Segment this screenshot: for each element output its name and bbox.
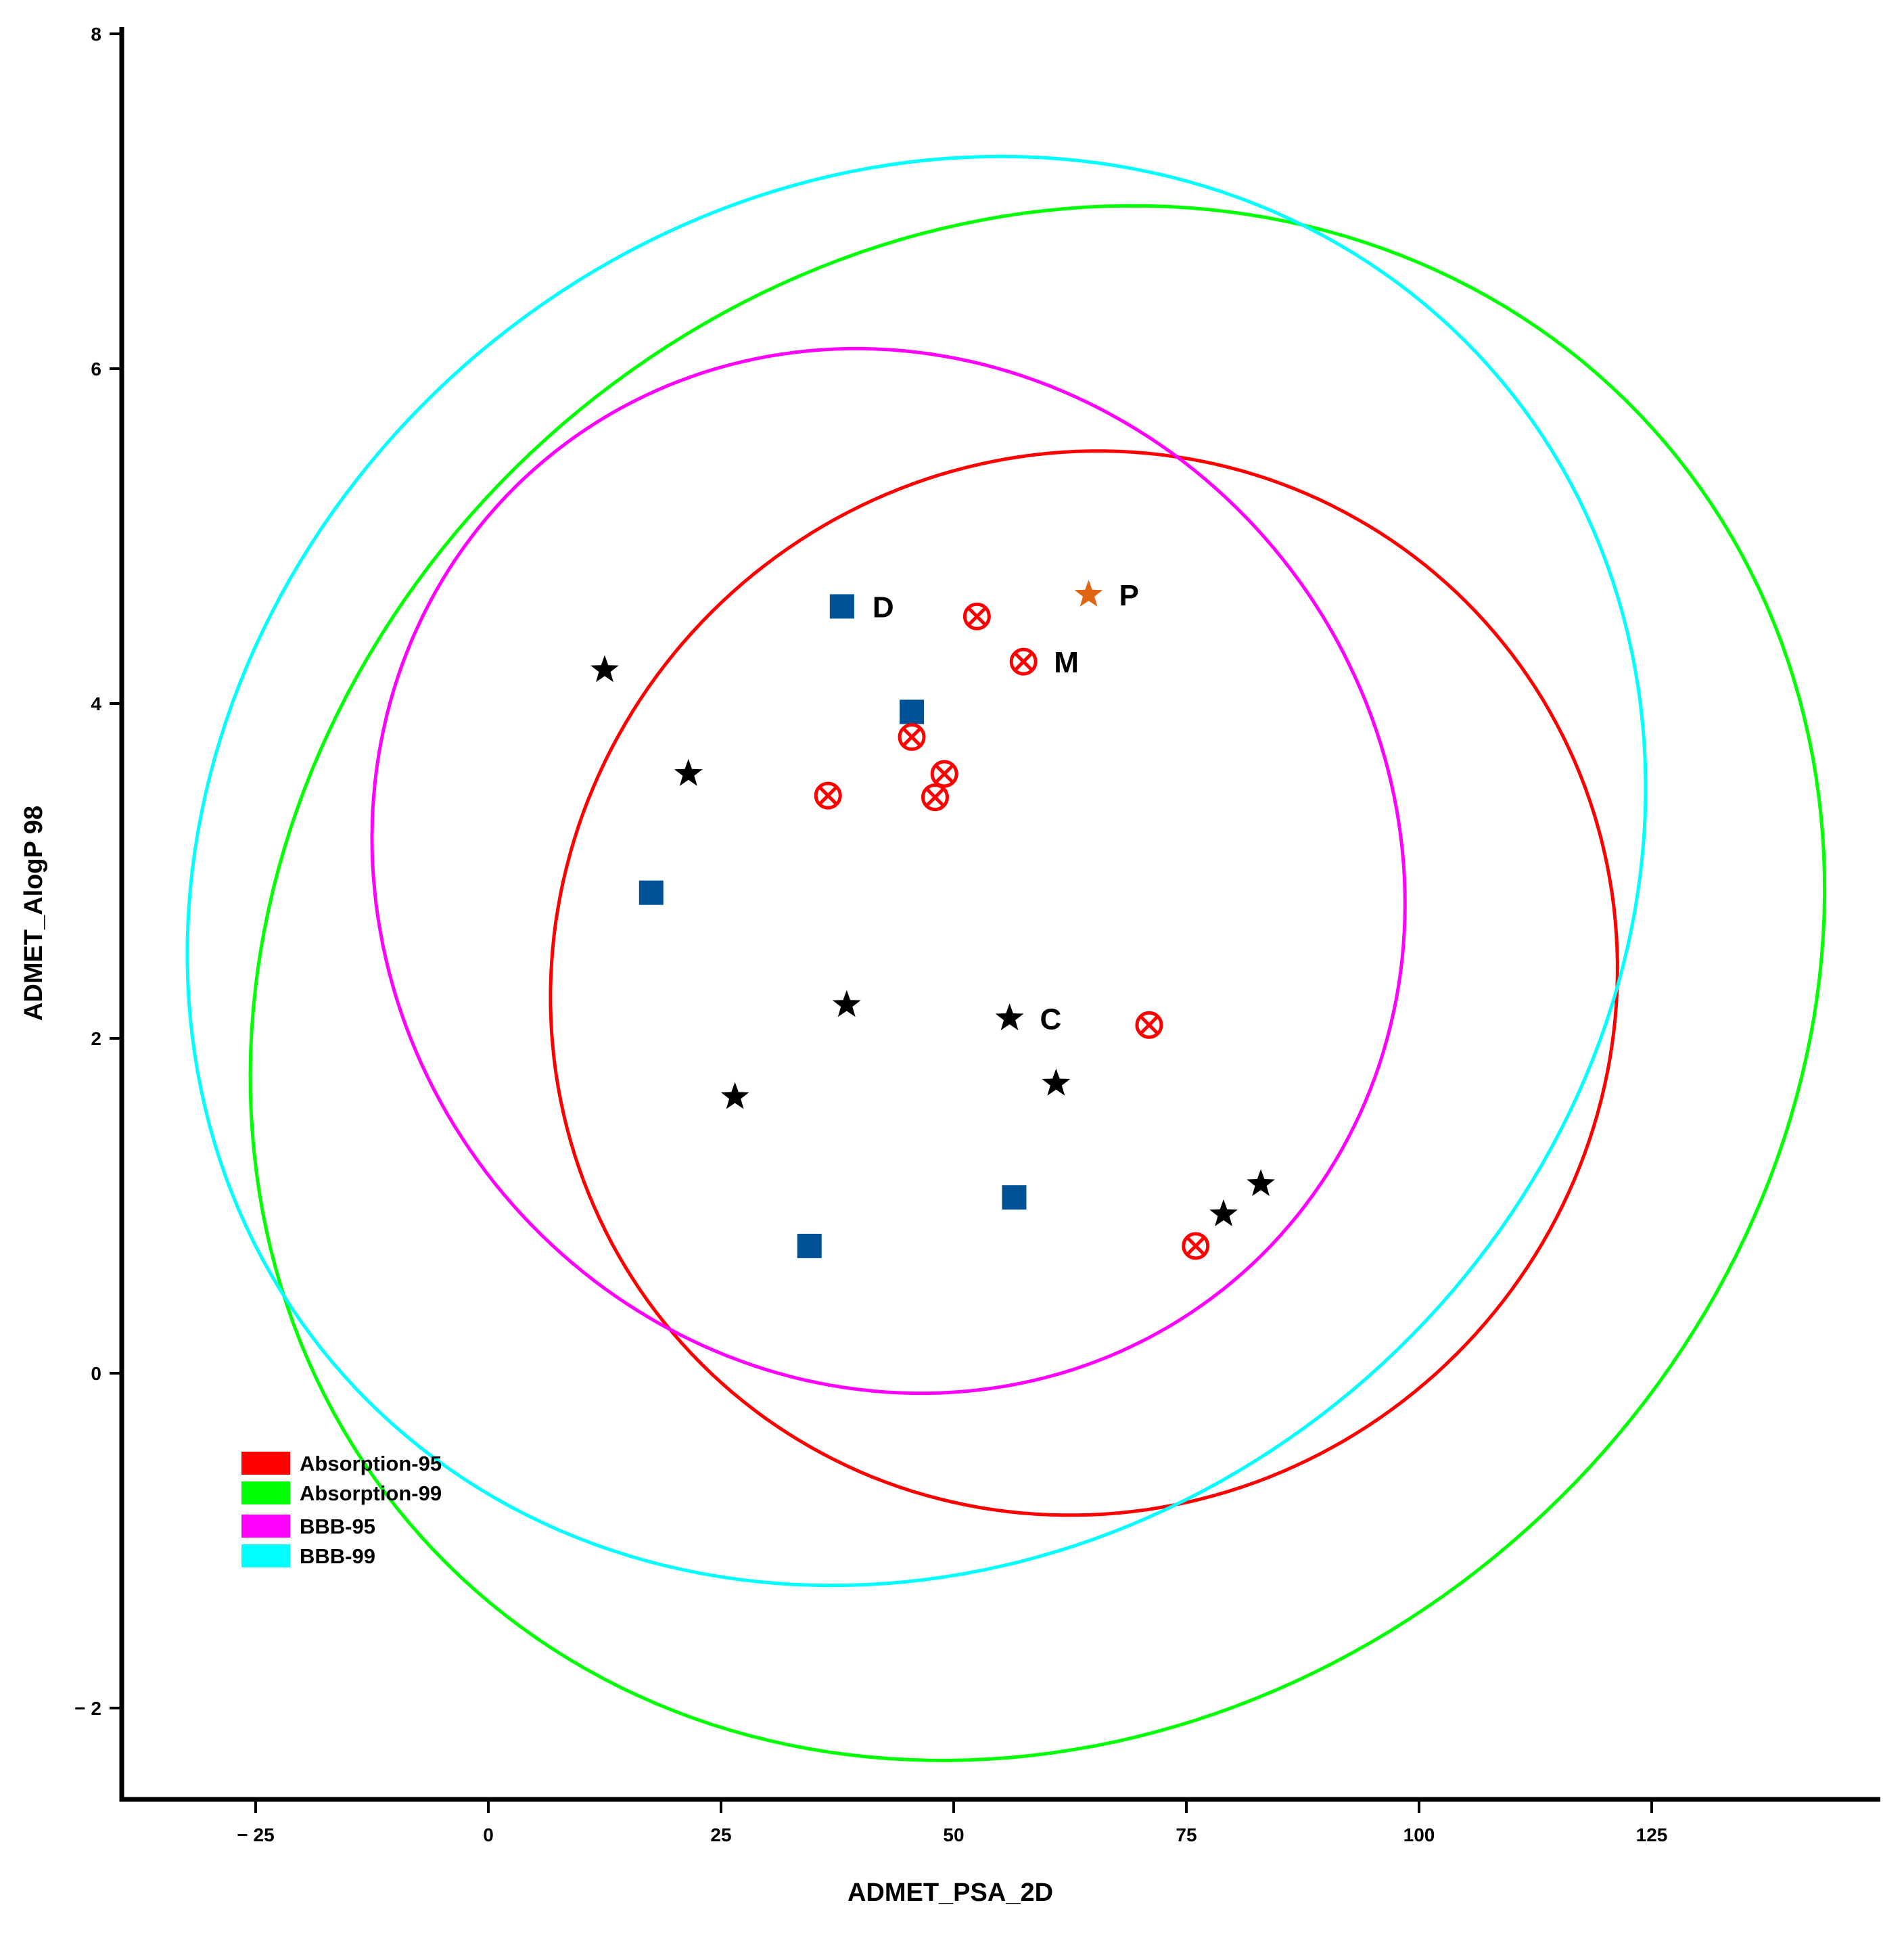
legend-label-absorption-99: Absorption-99 xyxy=(300,1481,442,1505)
y-axis-title: ADMET_AlogP 98 xyxy=(20,806,48,1021)
square-point xyxy=(1002,1185,1027,1210)
data-markers: C D M P xyxy=(590,579,1275,1260)
y-tick-label: − 2 xyxy=(74,1698,101,1719)
point-label-p: P xyxy=(1119,579,1139,612)
crossed-circle-point xyxy=(1135,1011,1163,1039)
y-tick-label: 8 xyxy=(91,24,101,45)
x-axis-title: ADMET_PSA_2D xyxy=(847,1879,1053,1907)
y-tick-label: 2 xyxy=(91,1028,101,1049)
crossed-circle-point xyxy=(814,781,842,810)
crossed-circle-point xyxy=(1009,647,1038,676)
star-point xyxy=(995,1003,1024,1031)
legend-swatch-absorption-95 xyxy=(241,1452,290,1475)
legend-label-bbb-95: BBB-95 xyxy=(300,1515,375,1538)
x-tick-label: 125 xyxy=(1636,1824,1668,1845)
star-point xyxy=(674,758,703,786)
star-point xyxy=(832,990,861,1017)
y-tick-label: 6 xyxy=(91,359,101,379)
x-tick-label: 50 xyxy=(943,1824,964,1845)
legend-swatch-bbb-95 xyxy=(241,1515,290,1538)
y-tick-label: 4 xyxy=(91,693,101,714)
ellipse-bbb-99 xyxy=(185,154,1648,1588)
star-point xyxy=(1209,1199,1238,1226)
y-ticks: − 2 0 2 4 6 8 xyxy=(74,24,122,1719)
point-label-m: M xyxy=(1054,646,1079,679)
y-tick-label: 0 xyxy=(91,1363,101,1384)
x-ticks: − 25 0 25 50 75 100 125 xyxy=(237,1799,1667,1845)
ellipse-bbb-95 xyxy=(370,346,1407,1396)
legend-swatch-absorption-99 xyxy=(241,1481,290,1504)
ellipse-absorption-95 xyxy=(549,449,1619,1517)
square-point xyxy=(900,699,925,724)
x-tick-label: 25 xyxy=(710,1824,731,1845)
crossed-circle-point xyxy=(921,783,949,812)
ellipse-absorption-99 xyxy=(248,204,1827,1762)
legend-swatch-bbb-99 xyxy=(241,1544,290,1567)
confidence-ellipses xyxy=(185,154,1827,1762)
axes xyxy=(119,27,1880,1802)
square-point xyxy=(829,594,854,619)
legend-label-absorption-95: Absorption-95 xyxy=(300,1452,442,1475)
square-point xyxy=(797,1233,822,1258)
crossed-circle-point xyxy=(1182,1232,1210,1260)
star-point xyxy=(1247,1169,1275,1197)
star-point xyxy=(1042,1068,1071,1096)
orange-star-point xyxy=(1074,580,1103,607)
point-label-c: C xyxy=(1040,1003,1062,1036)
x-tick-label: 100 xyxy=(1403,1824,1435,1845)
square-point xyxy=(638,880,664,905)
legend: Absorption-95 Absorption-99 BBB-95 BBB-99 xyxy=(241,1452,442,1568)
crossed-circle-point xyxy=(898,723,926,751)
point-label-d: D xyxy=(873,591,894,624)
x-tick-label: 0 xyxy=(483,1824,494,1845)
crossed-circle-point xyxy=(962,602,991,630)
legend-label-bbb-99: BBB-99 xyxy=(300,1544,375,1568)
crossed-circle-point xyxy=(930,760,958,788)
star-point xyxy=(720,1082,749,1109)
x-tick-label: − 25 xyxy=(237,1824,274,1845)
star-point xyxy=(590,655,619,683)
x-tick-label: 75 xyxy=(1176,1824,1197,1845)
